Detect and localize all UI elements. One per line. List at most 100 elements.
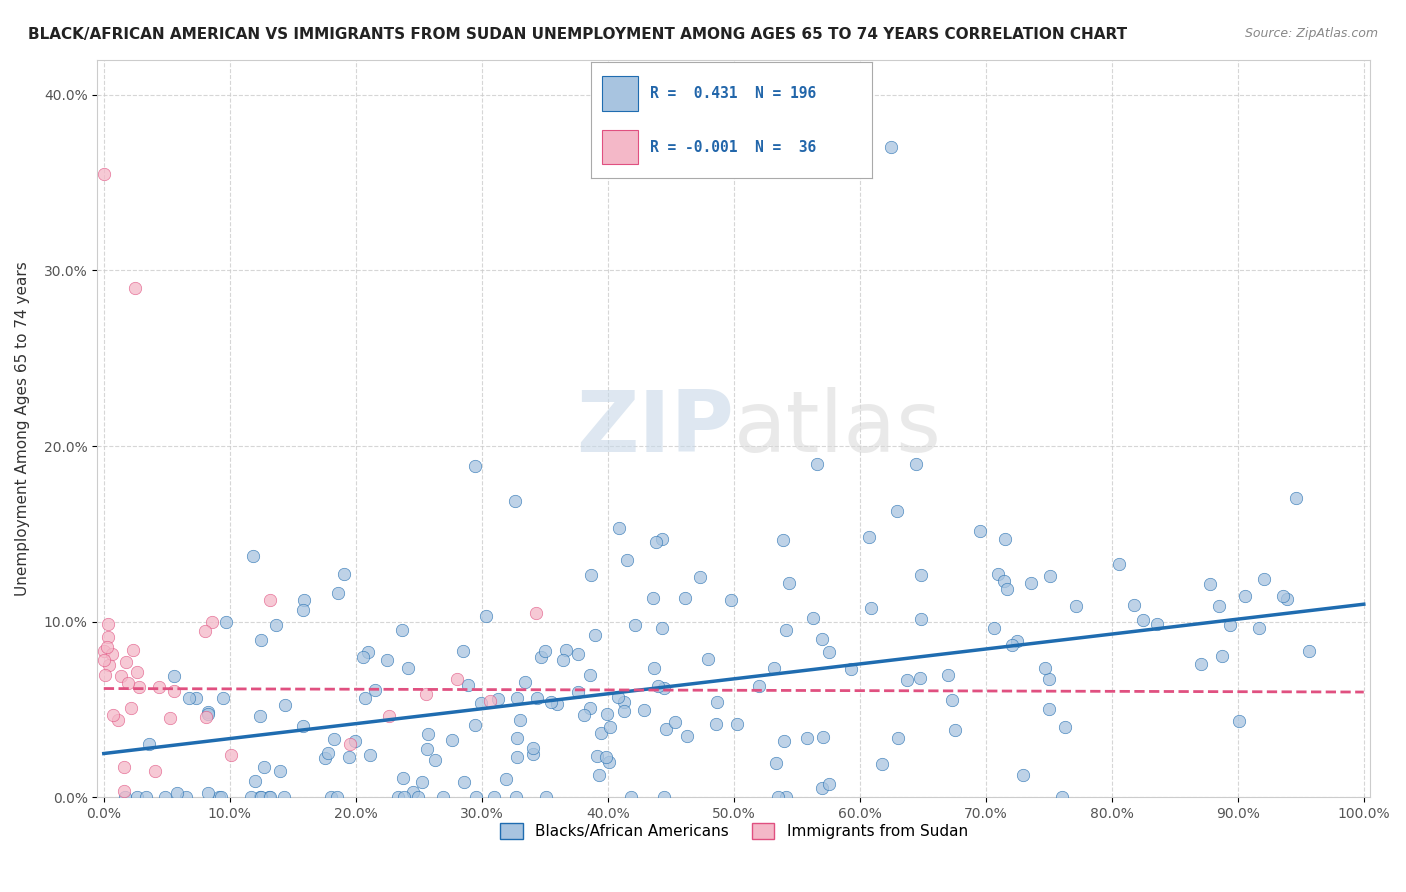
Point	[554, 643, 576, 657]
Point	[274, 698, 297, 713]
Text: ZIP: ZIP	[576, 387, 734, 470]
Point	[120, 700, 142, 714]
Point	[97, 616, 120, 631]
Point	[796, 731, 818, 746]
Point	[910, 612, 932, 626]
Text: atlas: atlas	[734, 387, 942, 470]
Point	[321, 790, 343, 805]
Point	[645, 535, 668, 549]
Point	[94, 668, 117, 682]
Point	[778, 576, 800, 591]
Point	[801, 611, 824, 625]
Point	[606, 690, 628, 704]
Point	[818, 777, 841, 791]
Y-axis label: Unemployment Among Ages 65 to 74 years: Unemployment Among Ages 65 to 74 years	[15, 261, 30, 596]
Point	[524, 606, 547, 620]
Point	[333, 567, 356, 582]
Point	[1208, 599, 1230, 613]
Point	[112, 760, 135, 774]
Point	[859, 600, 882, 615]
Point	[1019, 575, 1042, 590]
Point	[339, 737, 361, 751]
Point	[1033, 661, 1056, 675]
Point	[354, 690, 377, 705]
Point	[138, 738, 160, 752]
Point	[402, 785, 425, 799]
Point	[654, 790, 676, 805]
Point	[464, 459, 486, 474]
Point	[534, 790, 557, 805]
Point	[125, 665, 148, 679]
Point	[983, 622, 1005, 636]
Point	[259, 790, 281, 805]
Point	[163, 669, 186, 683]
Point	[870, 756, 893, 771]
Point	[522, 747, 544, 761]
Point	[1227, 714, 1250, 728]
Point	[243, 774, 266, 789]
Point	[174, 790, 197, 805]
Point	[432, 790, 454, 805]
Point	[904, 457, 927, 471]
Point	[1249, 621, 1271, 635]
Point	[179, 690, 201, 705]
Point	[1132, 613, 1154, 627]
Point	[197, 707, 219, 722]
Point	[941, 693, 963, 707]
Point	[391, 623, 413, 637]
Point	[441, 733, 464, 747]
Point	[387, 790, 409, 805]
Text: R =  0.431  N = 196: R = 0.431 N = 196	[650, 87, 815, 102]
Point	[586, 749, 609, 764]
Point	[567, 648, 589, 662]
Text: BLACK/AFRICAN AMERICAN VS IMMIGRANTS FROM SUDAN UNEMPLOYMENT AMONG AGES 65 TO 74: BLACK/AFRICAN AMERICAN VS IMMIGRANTS FRO…	[28, 27, 1128, 42]
Point	[415, 742, 437, 756]
Point	[411, 774, 433, 789]
Point	[595, 749, 617, 764]
Point	[375, 653, 398, 667]
Point	[486, 692, 509, 706]
Point	[264, 618, 287, 632]
Point	[673, 591, 696, 606]
Point	[122, 643, 145, 657]
Point	[392, 790, 415, 805]
Point	[1038, 569, 1060, 583]
Point	[1001, 638, 1024, 652]
Point	[1219, 618, 1241, 632]
Point	[257, 790, 280, 805]
Point	[1253, 572, 1275, 586]
Point	[93, 644, 115, 658]
Point	[163, 684, 186, 698]
Point	[775, 790, 797, 805]
Point	[620, 790, 643, 805]
Point	[1189, 657, 1212, 671]
Point	[326, 586, 349, 600]
Point	[596, 706, 619, 721]
Point	[839, 662, 862, 676]
Point	[540, 696, 562, 710]
Point	[211, 690, 233, 705]
Point	[364, 683, 387, 698]
Point	[396, 660, 419, 674]
Point	[418, 727, 440, 741]
Point	[579, 701, 602, 715]
Point	[624, 618, 647, 632]
Point	[242, 549, 264, 564]
Point	[114, 655, 136, 669]
Point	[128, 680, 150, 694]
Point	[259, 593, 281, 607]
Point	[651, 532, 673, 546]
Point	[250, 790, 273, 805]
Point	[457, 677, 479, 691]
Point	[273, 790, 295, 805]
Point	[100, 647, 122, 661]
Point	[314, 750, 336, 764]
Point	[209, 790, 232, 805]
Point	[633, 703, 655, 717]
Point	[464, 790, 486, 805]
Point	[135, 790, 157, 805]
Point	[1011, 768, 1033, 782]
Point	[93, 167, 115, 181]
Point	[219, 748, 242, 763]
Point	[378, 709, 401, 723]
